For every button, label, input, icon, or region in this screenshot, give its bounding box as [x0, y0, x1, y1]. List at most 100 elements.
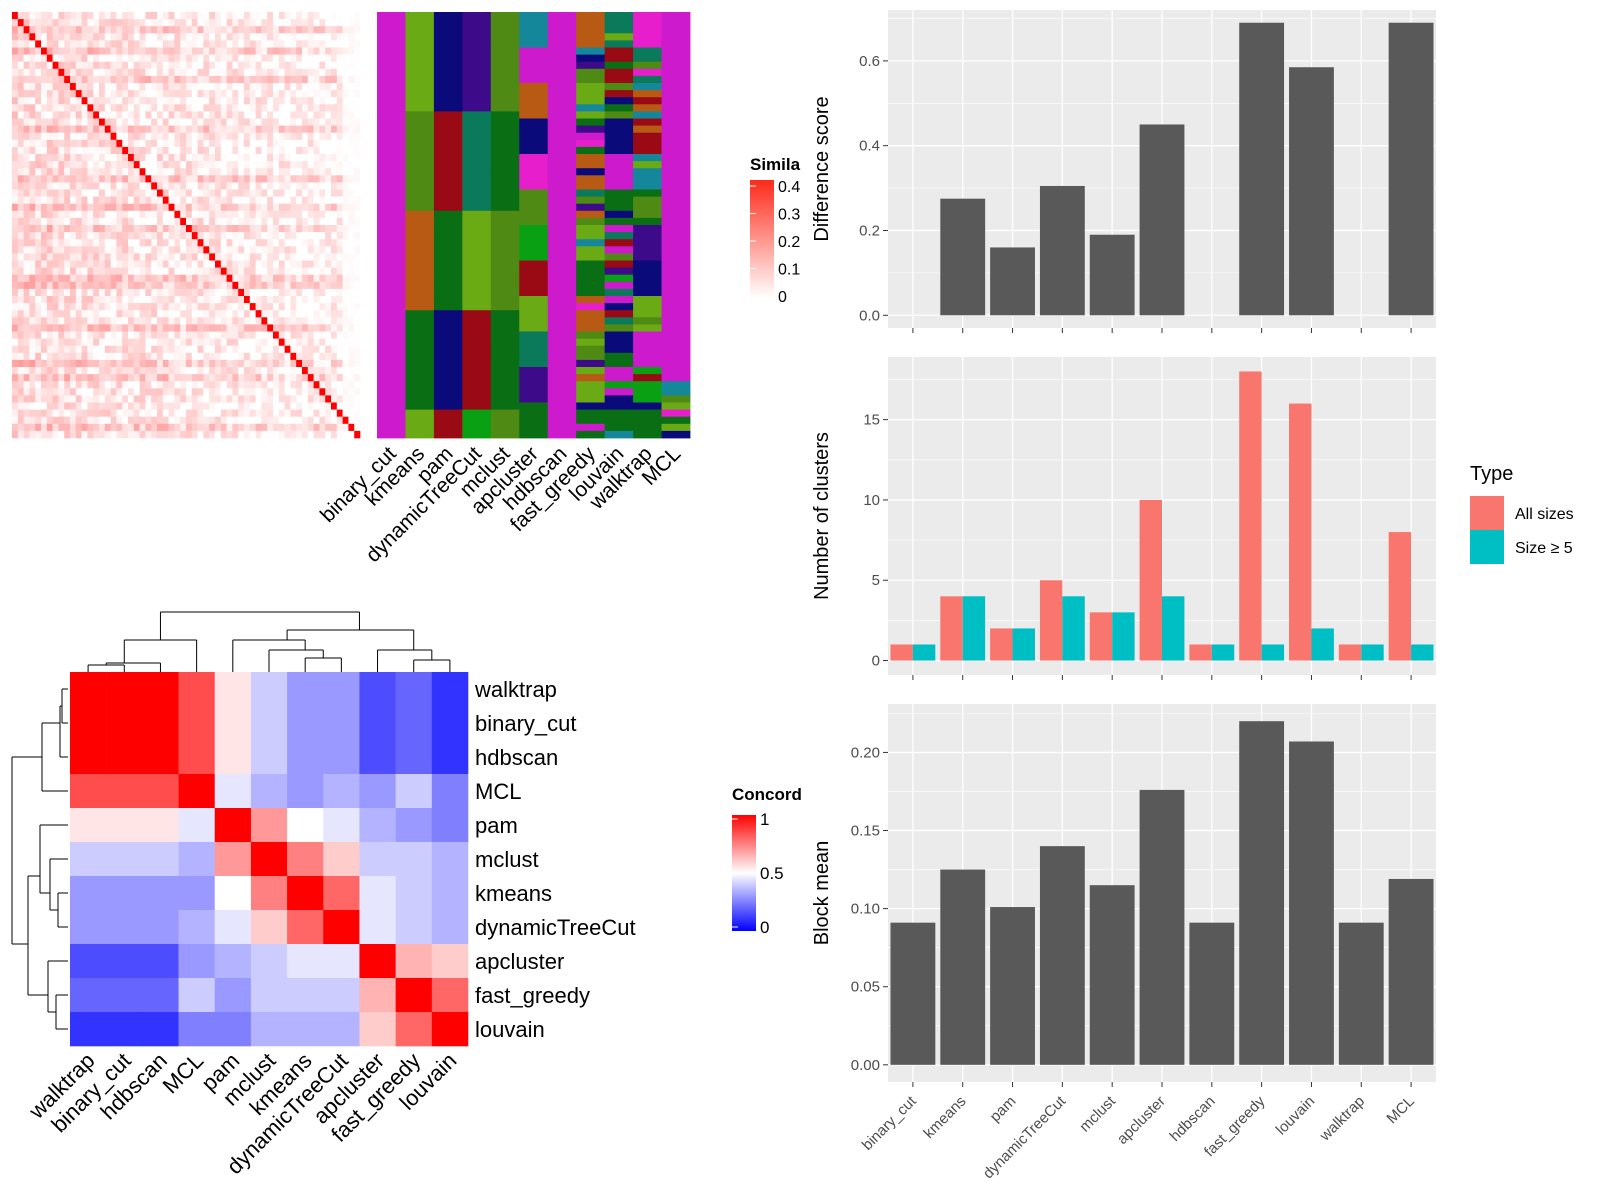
concordance-cell	[250, 910, 288, 945]
similarity-cell	[99, 288, 106, 297]
similarity-cell	[75, 303, 82, 311]
similarity-cell	[302, 125, 309, 133]
similarity-cell	[191, 267, 198, 275]
similarity-cell	[133, 182, 140, 190]
similarity-cell	[145, 352, 152, 361]
bar	[940, 869, 986, 1065]
similarity-cell	[128, 416, 135, 425]
similarity-cell	[70, 196, 77, 204]
similarity-cell	[261, 246, 268, 254]
similarity-cell	[226, 352, 233, 361]
similarity-cell	[145, 168, 152, 176]
class-cell	[377, 253, 406, 261]
similarity-cell	[122, 416, 129, 425]
similarity-cell	[319, 217, 326, 226]
similarity-cell	[186, 61, 193, 70]
similarity-cell	[325, 168, 332, 176]
similarity-cell	[244, 430, 251, 439]
similarity-cell	[81, 352, 88, 361]
class-cell	[433, 83, 463, 91]
similarity-cell	[302, 402, 309, 410]
similarity-cell	[197, 12, 204, 20]
similarity-cell	[46, 217, 53, 226]
similarity-cell	[116, 47, 123, 55]
similarity-cell	[249, 402, 256, 410]
similarity-cell	[99, 47, 106, 55]
class-cell	[405, 68, 435, 77]
similarity-cell	[354, 345, 361, 354]
similarity-cell	[203, 111, 210, 119]
similarity-cell	[197, 331, 204, 339]
similarity-cell	[238, 83, 245, 91]
concordance-cell	[287, 978, 324, 1013]
class-cell	[490, 281, 520, 290]
similarity-cell	[307, 225, 314, 233]
similarity-cell	[168, 40, 175, 48]
similarity-cell	[232, 423, 239, 432]
similarity-cell	[273, 118, 280, 126]
similarity-cell	[122, 19, 129, 27]
similarity-cell	[325, 189, 332, 197]
similarity-cell	[261, 68, 268, 77]
class-cell	[604, 203, 634, 212]
concordance-tick-label: 1	[760, 810, 769, 829]
concordance-cell	[431, 944, 469, 979]
class-cell	[462, 296, 492, 304]
class-cell	[576, 274, 606, 283]
similarity-cell	[104, 253, 111, 261]
class-cell	[633, 75, 662, 84]
class-cell	[604, 118, 634, 126]
similarity-cell	[99, 26, 106, 34]
similarity-cell	[273, 203, 280, 212]
similarity-cell	[41, 317, 48, 325]
similarity-cell	[110, 416, 117, 425]
similarity-cell	[12, 26, 19, 34]
similarity-cell	[244, 331, 251, 339]
concordance-cell	[214, 978, 252, 1013]
similarity-cell	[29, 402, 36, 410]
similarity-cell	[23, 260, 30, 268]
class-cell	[576, 338, 606, 347]
similarity-cell	[52, 68, 59, 77]
similarity-cell	[319, 26, 326, 34]
class-cell	[661, 196, 691, 205]
class-cell	[462, 317, 492, 325]
similarity-cell	[70, 225, 77, 233]
similarity-cell	[307, 61, 314, 70]
similarity-cell	[342, 232, 349, 240]
similarity-cell	[180, 310, 187, 318]
concordance-column-labels: walktrapbinary_cuthdbscanMCLpammclustkme…	[23, 1048, 461, 1179]
similarity-cell	[99, 274, 106, 283]
similarity-cell	[41, 139, 48, 148]
similarity-cell	[162, 374, 169, 382]
similarity-cell	[325, 182, 332, 190]
similarity-cell	[267, 90, 274, 98]
concordance-cell	[431, 774, 469, 809]
similarity-cell	[23, 402, 30, 410]
similarity-cell	[278, 182, 285, 190]
similarity-cell	[46, 19, 53, 27]
similarity-cell	[244, 111, 251, 119]
similarity-cell	[122, 111, 129, 119]
class-cell	[604, 111, 634, 119]
class-cell	[661, 260, 691, 268]
similarity-cell	[249, 324, 256, 332]
similarity-cell	[186, 83, 193, 91]
class-cell	[633, 402, 662, 410]
similarity-cell	[249, 267, 256, 275]
similarity-cell	[342, 239, 349, 247]
similarity-cell	[133, 317, 140, 325]
similarity-cell	[151, 68, 158, 77]
similarity-cell	[70, 345, 77, 354]
similarity-cell	[220, 40, 227, 48]
similarity-cell	[232, 54, 239, 62]
similarity-cell	[64, 416, 71, 425]
class-cell	[462, 217, 492, 226]
class-cell	[576, 97, 606, 105]
class-cell	[604, 189, 634, 197]
similarity-cell	[232, 161, 239, 169]
similarity-cell	[302, 253, 309, 261]
similarity-cell	[348, 132, 355, 141]
similarity-cell	[168, 132, 175, 141]
similarity-cell	[12, 331, 19, 339]
